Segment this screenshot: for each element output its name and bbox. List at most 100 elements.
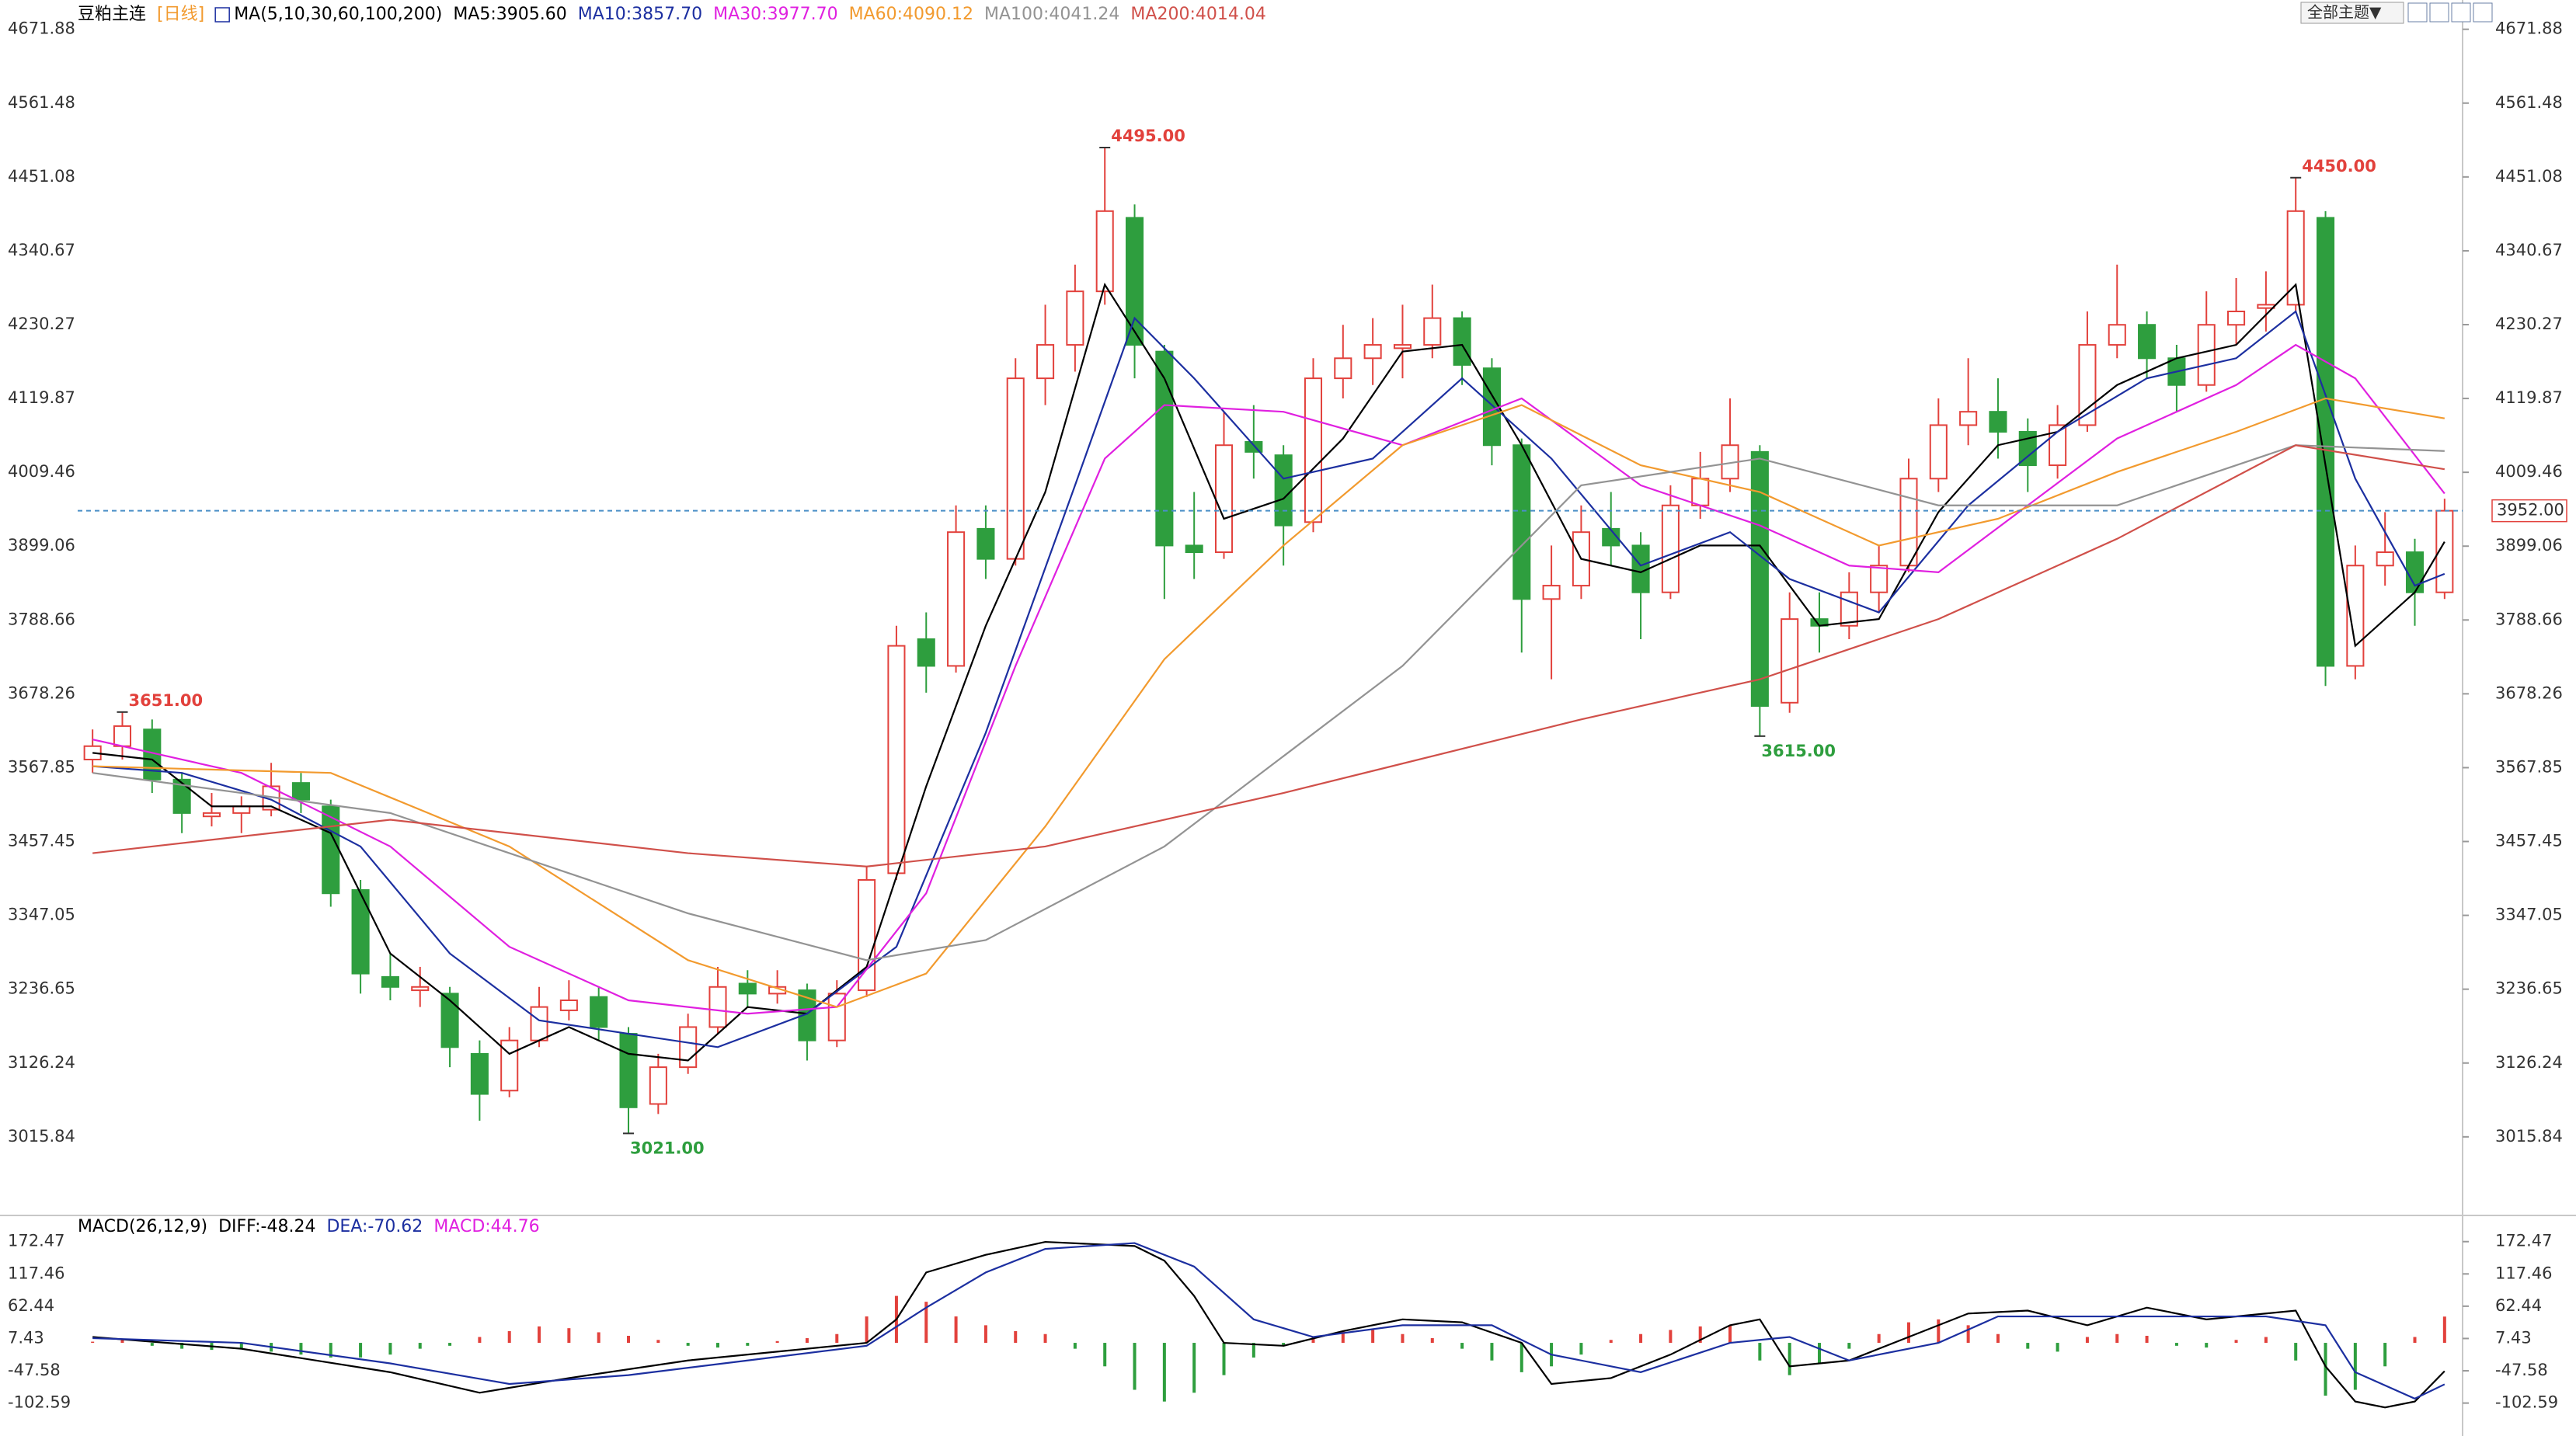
y-tick-label: 4671.88 <box>2495 19 2563 38</box>
toolbar-icon[interactable] <box>2407 2 2428 23</box>
candle-body <box>440 993 459 1048</box>
candle-body <box>708 986 727 1028</box>
candle-body <box>1453 317 1471 366</box>
y-tick-label: 3126.24 <box>2495 1053 2563 1072</box>
legend-entry: MA30:3977.70 <box>713 5 837 24</box>
candle-body <box>1274 454 1293 527</box>
candle-body <box>1155 350 1174 547</box>
candle-body <box>887 645 906 874</box>
macd-bar <box>2234 1340 2238 1344</box>
candle-body <box>1482 367 1501 447</box>
macd-bar <box>1937 1319 1941 1344</box>
y-tick-label: 172.47 <box>2495 1232 2552 1250</box>
last-price-label: 3952.00 <box>2497 501 2564 520</box>
y-tick-label: 3236.65 <box>2495 979 2563 998</box>
candle-body <box>1840 591 1858 627</box>
macd-bar <box>2264 1337 2268 1344</box>
macd-bar <box>478 1337 482 1344</box>
macd-bar <box>2383 1343 2387 1367</box>
candle-body <box>1304 377 1323 523</box>
candle-body <box>2138 324 2157 360</box>
macd-bar <box>2056 1343 2059 1352</box>
legend-entry: MA60:4090.12 <box>849 5 973 24</box>
y-tick-label: 4230.27 <box>2495 315 2563 333</box>
toolbar-icon[interactable] <box>2473 2 2493 23</box>
macd-bar <box>2115 1333 2119 1344</box>
candle-body <box>351 888 370 975</box>
y-tick-label: 4119.87 <box>8 388 75 407</box>
macd-bar <box>1609 1340 1613 1344</box>
candle-body <box>917 638 935 667</box>
y-tick-label: 3015.84 <box>8 1127 75 1146</box>
candle-body <box>232 805 251 814</box>
extreme-label: 4450.00 <box>2302 157 2376 176</box>
y-tick-label: 4671.88 <box>8 19 75 38</box>
y-tick-label: 3126.24 <box>8 1053 75 1072</box>
legend-entry: MA200:4014.04 <box>1130 5 1265 24</box>
macd-bar <box>954 1316 958 1344</box>
legend-entry: 豆粕主连 <box>78 5 146 24</box>
macd-bar <box>448 1343 452 1346</box>
candle-body <box>172 778 191 814</box>
candle-body <box>2435 509 2454 593</box>
candle-body <box>1959 411 1978 426</box>
candle-body <box>2316 217 2335 667</box>
macd-bar <box>983 1325 987 1344</box>
candle-body <box>947 531 966 667</box>
candle-body <box>2108 324 2126 346</box>
extreme-label: 3021.00 <box>630 1139 705 1157</box>
y-tick-label: 3899.06 <box>8 536 75 555</box>
toolbar-icon[interactable] <box>2429 2 2449 23</box>
y-tick-label: 3678.26 <box>8 683 75 702</box>
macd-bar <box>1401 1333 1405 1344</box>
macd-bar <box>1311 1337 1315 1344</box>
y-tick-label: 62.44 <box>8 1296 54 1315</box>
macd-bar <box>150 1343 154 1346</box>
candle-body <box>202 812 221 818</box>
macd-bar <box>1490 1343 1494 1361</box>
y-tick-label: 3015.84 <box>2495 1127 2563 1146</box>
macd-bar <box>388 1343 392 1355</box>
candle-body <box>1661 504 1680 593</box>
macd-bar <box>2442 1316 2446 1344</box>
macd-bar <box>418 1343 422 1349</box>
y-tick-label: 7.43 <box>8 1328 44 1347</box>
candle-body <box>2227 311 2246 326</box>
macd-bar <box>299 1343 303 1355</box>
macd-bar <box>1788 1343 1791 1375</box>
toolbar-icon[interactable] <box>2451 2 2471 23</box>
candle-body <box>559 1000 578 1011</box>
candle-body <box>1363 344 1382 360</box>
candle-body <box>798 989 816 1041</box>
theme-button[interactable] <box>2300 2 2404 24</box>
candle-body <box>1929 424 1948 480</box>
macd-bar <box>1133 1343 1137 1390</box>
macd-bar <box>2205 1343 2209 1348</box>
candle-body <box>738 982 757 995</box>
macd-bar <box>538 1326 541 1344</box>
legend-entry: MA(5,10,30,60,100,200) <box>234 5 442 24</box>
macd-bar <box>2085 1337 2089 1344</box>
candle-body <box>1781 618 1799 704</box>
y-tick-label: 3567.85 <box>2495 757 2563 776</box>
y-tick-label: 3457.45 <box>8 832 75 850</box>
y-tick-label: -102.59 <box>8 1393 71 1412</box>
legend-icon <box>214 7 230 23</box>
macd-bar <box>329 1343 332 1358</box>
y-tick-label: 117.46 <box>2495 1264 2552 1282</box>
macd-bar <box>1043 1333 1047 1344</box>
legend-entry: DIFF:-48.24 <box>218 1217 315 1236</box>
y-tick-label: 4230.27 <box>8 315 75 333</box>
macd-bar <box>1519 1343 1523 1372</box>
y-tick-label: 117.46 <box>8 1264 64 1282</box>
macd-bar <box>1073 1343 1077 1349</box>
y-tick-label: 4119.87 <box>2495 388 2563 407</box>
candle-body <box>113 725 132 747</box>
macd-bar <box>1818 1343 1822 1364</box>
y-tick-label: 3788.66 <box>8 610 75 628</box>
legend-entry: MA5:3905.60 <box>453 5 566 24</box>
macd-bar <box>120 1340 124 1344</box>
